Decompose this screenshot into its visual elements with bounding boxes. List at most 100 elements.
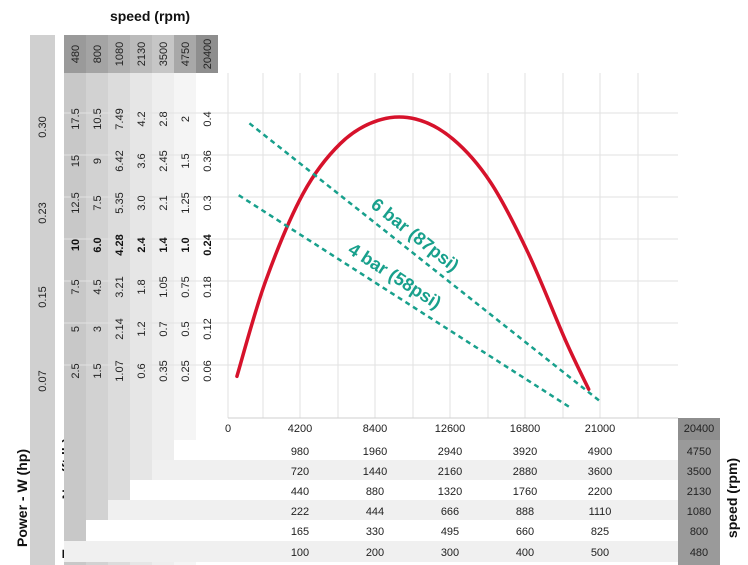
bottom-table-value: 980: [291, 446, 309, 458]
torque-value: 0.7: [158, 321, 170, 336]
torque-value: 2.5: [70, 363, 82, 378]
x-tick-label: 12600: [435, 423, 466, 435]
torque-value: 2: [180, 116, 192, 122]
right-speed-value: 800: [690, 526, 708, 538]
torque-value: 0.3: [202, 195, 214, 210]
torque-value: 2.14: [114, 318, 126, 339]
torque-value: 4.28: [114, 234, 126, 255]
torque-value: 2.8: [158, 111, 170, 126]
torque-value: 3: [92, 326, 104, 332]
bottom-table-value: 330: [366, 526, 384, 538]
torque-value: 7.5: [70, 279, 82, 294]
table-text: 480 800 1080 2130 3500 4750 204000.070.150.230…: [37, 39, 714, 559]
torque-value: 0.35: [158, 360, 170, 381]
right-speed-value: 2130: [687, 486, 711, 498]
right-speed-value: 1080: [687, 506, 711, 518]
bottom-table-value: 300: [441, 547, 459, 559]
bottom-table-value: 200: [366, 547, 384, 559]
speed-header-cell-bg: [108, 35, 130, 73]
bottom-row-bg: [108, 500, 678, 521]
power-tick-label: 0.15: [37, 286, 49, 307]
speed-header-value: 20400: [202, 39, 214, 70]
torque-value: 1.5: [180, 153, 192, 168]
speed-header-value: 800: [92, 45, 104, 63]
bottom-table-value: 1320: [438, 486, 462, 498]
torque-value: 0.36: [202, 150, 214, 171]
torque-value: 0.6: [136, 363, 148, 378]
bottom-table-value: 100: [291, 547, 309, 559]
bottom-table-value: 1760: [513, 486, 537, 498]
bottom-table-value: 440: [291, 486, 309, 498]
bottom-table-value: 3600: [588, 466, 612, 478]
bottom-table-value: 660: [516, 526, 534, 538]
torque-value: 1.8: [136, 279, 148, 294]
torque-value: 0.25: [180, 360, 192, 381]
bottom-table-value: 222: [291, 506, 309, 518]
bottom-table-value: 4900: [588, 446, 612, 458]
bottom-table-value: 400: [516, 547, 534, 559]
x-tick-label: 0: [225, 423, 231, 435]
torque-value: 4.2: [136, 111, 148, 126]
torque-column-bg: [196, 35, 218, 565]
torque-value: 17.5: [70, 108, 82, 129]
speed-header-cell-bg: [196, 35, 218, 73]
torque-column-bg: [152, 35, 174, 565]
speed-header-cell-bg: [130, 35, 152, 73]
right-speed-value: 3500: [687, 466, 711, 478]
torque-value: 0.24: [202, 233, 214, 255]
torque-column-bg: [130, 35, 152, 565]
torque-value: 3.0: [136, 195, 148, 210]
torque-value: 3.21: [114, 276, 126, 297]
torque-column-bg: [64, 35, 86, 565]
right-speed-value: 4750: [687, 446, 711, 458]
power-tick-label: 0.07: [37, 370, 49, 391]
right-speed-value: 480: [690, 547, 708, 559]
torque-column-bg: [86, 35, 108, 565]
bottom-table-value: 666: [441, 506, 459, 518]
bottom-table-value: 2160: [438, 466, 462, 478]
torque-value: 0.12: [202, 318, 214, 339]
torque-value: 1.07: [114, 360, 126, 381]
bottom-row-bg: [64, 541, 678, 562]
speed-header-value: 2130: [136, 42, 148, 66]
torque-value: 4.5: [92, 279, 104, 294]
torque-value: 10.5: [92, 108, 104, 129]
torque-value: 1.2: [136, 321, 148, 336]
torque-value: 0.75: [180, 276, 192, 297]
speed-header-value: 3500: [158, 42, 170, 66]
bottom-table-value: 888: [516, 506, 534, 518]
top-speed-axis-label: speed (rpm): [110, 8, 190, 24]
bottom-table-value: 880: [366, 486, 384, 498]
bottom-table-value: 2200: [588, 486, 612, 498]
speed-header-value: 4750: [180, 42, 192, 66]
torque-value: 7.49: [114, 108, 126, 129]
x-tick-label: 8400: [363, 423, 387, 435]
pressure-line-2: [238, 194, 572, 409]
power-axis-label: Power - W (hp): [14, 449, 30, 547]
bottom-table-value: 165: [291, 526, 309, 538]
torque-value: 1.05: [158, 276, 170, 297]
torque-value: 3.6: [136, 153, 148, 168]
speed-header-cell-bg: [152, 35, 174, 73]
torque-value: 0.4: [202, 111, 214, 126]
table-backgrounds: [30, 35, 720, 565]
efficiency-curve-line: [235, 115, 591, 391]
right-speed-top-cell-bg: [678, 418, 720, 440]
bottom-table-value: 1110: [589, 506, 612, 518]
x-tick-label: 21000: [585, 423, 616, 435]
torque-value: 7.5: [92, 195, 104, 210]
bottom-table-value: 1440: [363, 466, 387, 478]
bottom-table-value: 444: [366, 506, 384, 518]
plot-area-bg: [228, 73, 678, 418]
torque-value: 0.5: [180, 321, 192, 336]
right-speed-axis-label: speed (rpm): [724, 458, 740, 538]
torque-value: 2.1: [158, 195, 170, 210]
torque-value: 15: [70, 155, 82, 167]
torque-value: 2.4: [136, 236, 148, 252]
speed-header-value: 1080: [114, 42, 126, 66]
torque-value: 1.5: [92, 363, 104, 378]
torque-value: 6.0: [92, 237, 104, 252]
bottom-row-bg: [86, 520, 678, 541]
torque-value: 9: [92, 158, 104, 164]
